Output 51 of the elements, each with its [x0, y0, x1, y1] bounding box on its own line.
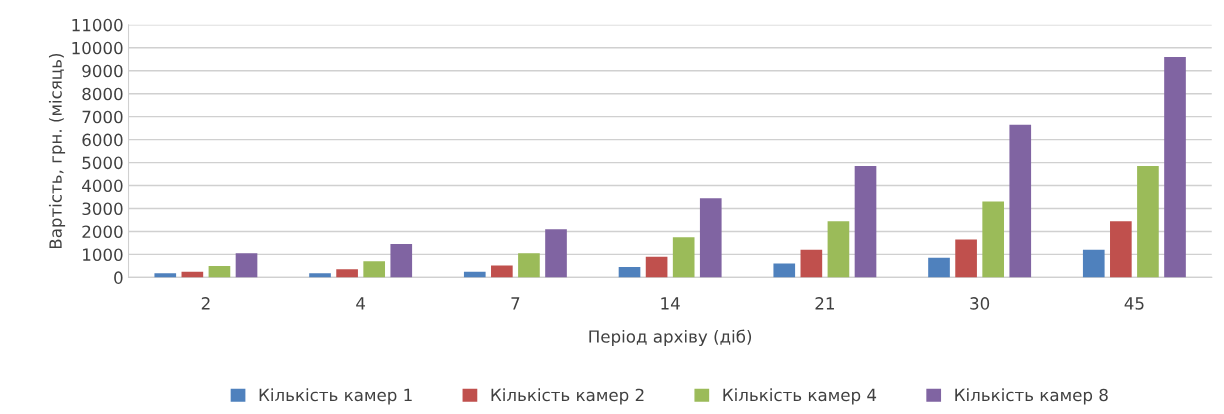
bar [955, 239, 977, 278]
x-tick-label: 21 [815, 297, 834, 310]
x-tick-label: 30 [970, 297, 990, 310]
bar [1110, 221, 1132, 278]
y-tick-label: 9000 [82, 64, 123, 78]
bar [928, 257, 950, 278]
bar [982, 201, 1005, 278]
bar [827, 221, 850, 278]
y-tick-label: 6000 [82, 133, 123, 147]
bar [154, 273, 177, 278]
bar [699, 198, 722, 278]
x-tick-label: 7 [511, 297, 520, 310]
bar [854, 166, 877, 278]
x-tick-label: 45 [1124, 297, 1144, 310]
x-axis-title: Період архіву (діб) [589, 329, 752, 347]
bar [618, 267, 641, 278]
bar [491, 265, 513, 278]
y-tick-label: 7000 [82, 110, 123, 124]
bar [1164, 56, 1186, 278]
bar [235, 253, 258, 278]
bar [1082, 249, 1105, 278]
bar [336, 269, 358, 278]
y-tick-label: 4000 [82, 179, 123, 193]
y-tick-label: 11000 [72, 18, 123, 32]
bar [309, 273, 331, 278]
x-tick-label: 14 [661, 297, 680, 310]
y-tick-label: 5000 [82, 156, 123, 170]
legend-label: Кількість камер 2 [491, 388, 644, 405]
y-tick-label: 10000 [72, 41, 123, 55]
bar [672, 237, 695, 278]
x-tick-label: 2 [201, 297, 210, 310]
y-tick-label: 3000 [82, 202, 123, 216]
bar [645, 256, 668, 278]
bar [773, 263, 796, 278]
bar [1137, 166, 1159, 278]
legend-label: Кількість камер 4 [723, 388, 877, 405]
bar [1009, 124, 1032, 278]
y-tick-label: 1000 [83, 248, 123, 261]
bar [518, 253, 540, 278]
legend-label: Кількість камер 8 [955, 388, 1108, 405]
bar [363, 261, 386, 278]
legend-label: Кількість камер 1 [259, 388, 412, 405]
bar [800, 249, 823, 278]
y-axis-title: Вартість, грн. (місяць) [48, 53, 66, 249]
bar [390, 244, 413, 278]
y-tick-label: 0 [114, 271, 123, 284]
x-tick-label: 4 [356, 297, 366, 310]
bar [208, 265, 231, 278]
y-tick-label: 2000 [82, 225, 123, 239]
y-tick-label: 8000 [82, 87, 123, 101]
bar [545, 229, 567, 278]
